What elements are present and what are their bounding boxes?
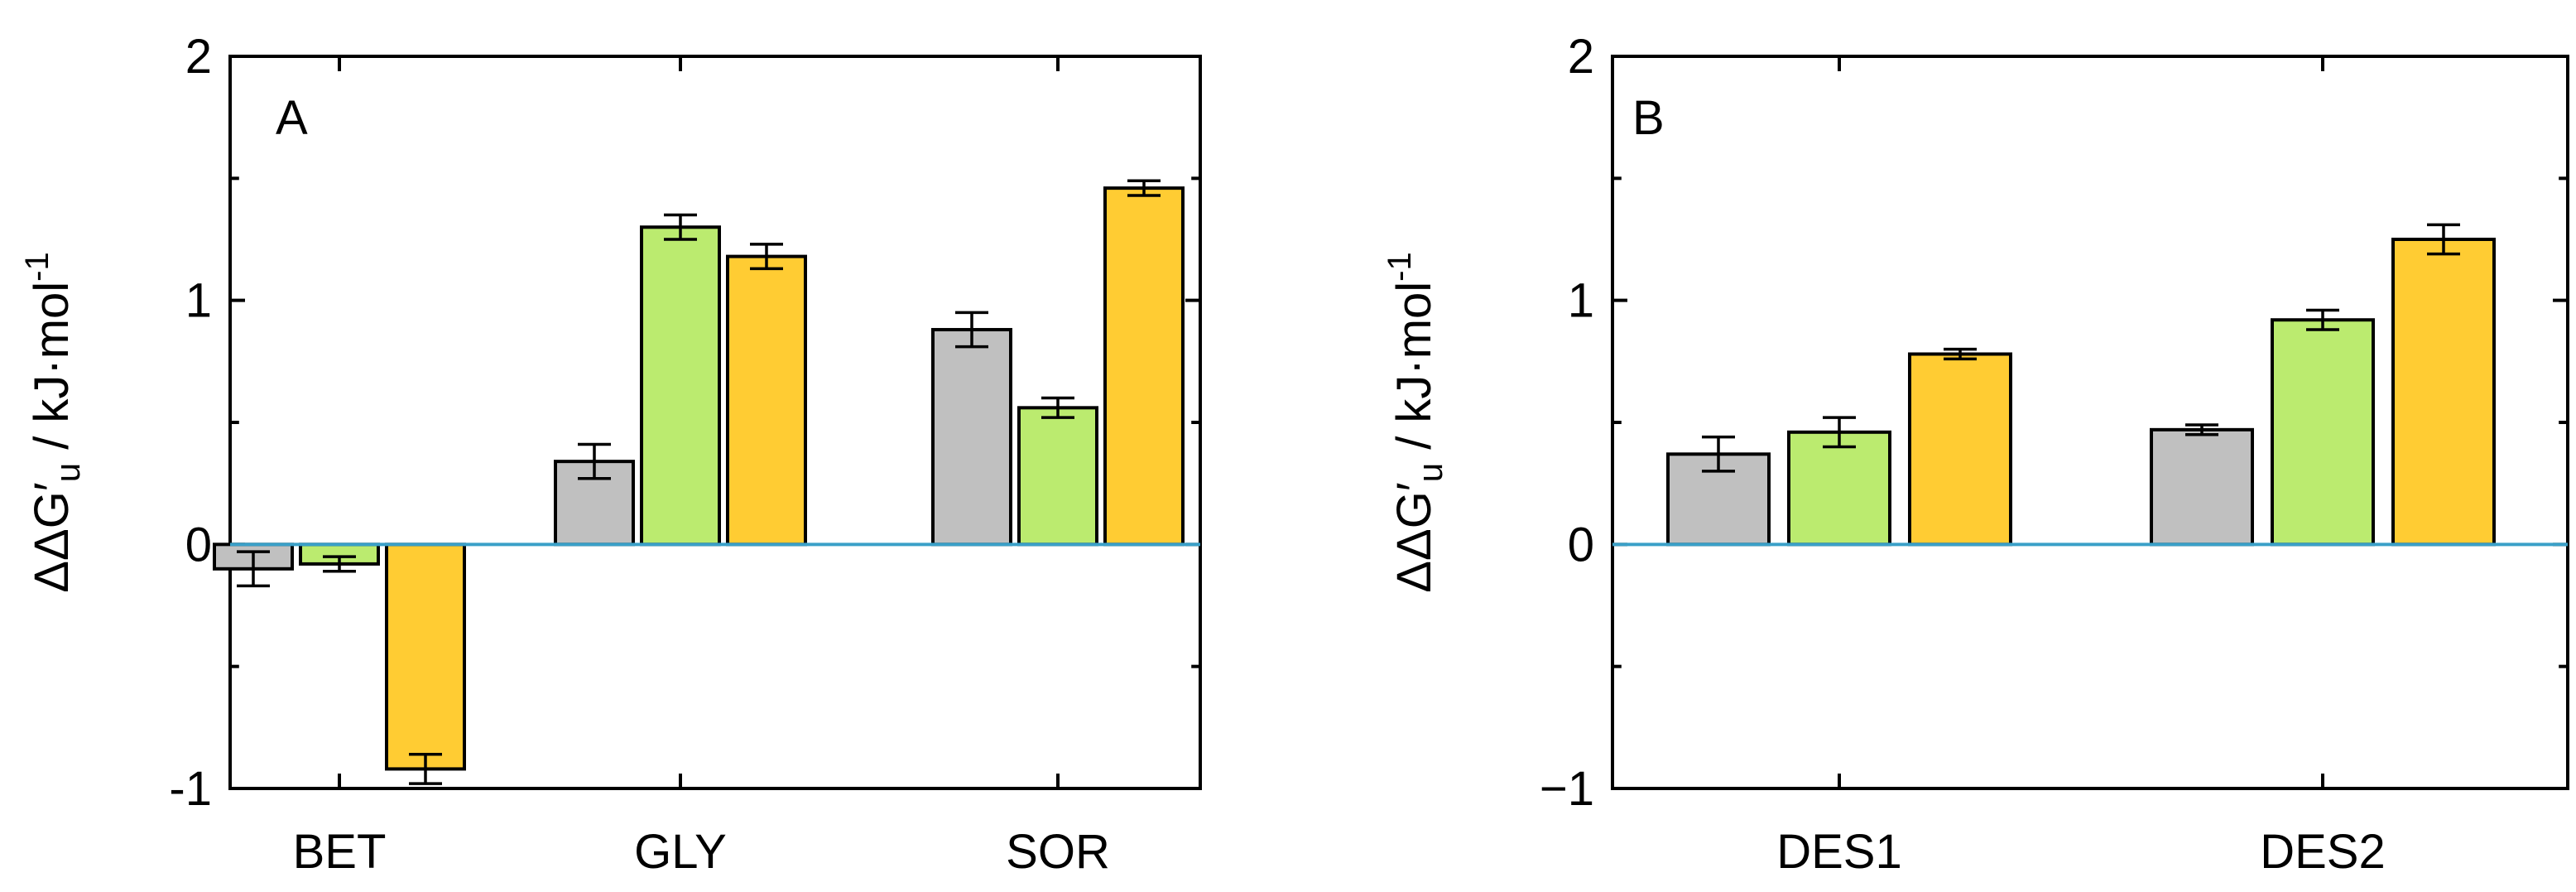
panel-a-y-axis-label: ΔΔG′u / kJ·mol-1 [19,252,87,593]
panel-b-errorbar-series-1-des1 [1702,435,1735,473]
panel-a-ytick-label: 1 [185,274,212,328]
panel-b-y-axis-label: ΔΔG′u / kJ·mol-1 [1382,252,1449,593]
panel-a-errorbar-series-3-sor [1127,179,1161,197]
panel-a-category-label: BET [293,825,387,879]
panel-b-category-label: DES1 [1776,825,1902,879]
panel-a-bar-series-2-gly [640,225,721,547]
panel-b-label: B [1632,91,1665,145]
panel-a-bar-series-3-gly [726,254,807,547]
panel-a-label: A [276,91,308,145]
panel-a-ytick-label: 2 [185,30,212,84]
panel-a-errorbar-series-1-sor [955,311,988,349]
panel-b-bar-series-3-des1 [1908,352,2012,547]
panel-b-bar-series-3-des2 [2391,238,2496,547]
panel-b-errorbar-series-3-des2 [2427,223,2460,256]
panel-a-category-label: GLY [634,825,727,879]
panel-b-category-label: DES2 [2260,825,2386,879]
panel-a-bar-series-3-sor [1103,186,1185,547]
panel-a-ytick-label: 0 [185,518,212,571]
panel-b-bar-series-1-des2 [2150,427,2254,547]
panel-b-ytick-label: 2 [1568,30,1594,84]
panel-a-errorbar-series-2-sor [1041,396,1074,419]
panel-b-ytick-label: 0 [1568,518,1594,571]
panel-a-chart: ΔΔG′u / kJ·mol-1 A -1 0 1 2 BET GLY SOR [19,30,1202,879]
panel-b-ytick-label: −1 [1540,762,1594,816]
panel-b-errorbar-series-3-des1 [1944,347,1977,361]
panel-a-errorbar-series-1-gly [578,442,611,480]
panel-a-errorbar-series-3-gly [750,243,783,271]
panel-a-errorbar-series-2-bet [323,555,356,573]
panel-a-bar-series-1-sor [931,328,1012,547]
panel-a-bar-series-3-bet [385,542,466,771]
panel-b-ytick-label: 1 [1568,274,1594,328]
panel-a-ytick-label: -1 [169,762,212,816]
panel-a-category-label: SOR [1006,825,1110,879]
panel-a-bar-series-2-sor [1017,406,1098,547]
panel-a-errorbar-series-1-bet [237,550,270,588]
panel-a-errorbar-series-2-gly [664,213,697,241]
panel-b-errorbar-series-2-des1 [1823,416,1856,449]
panel-b-chart: ΔΔG′u / kJ·mol-1 B −1 0 1 2 DES1 DES2 [1382,30,2569,879]
panel-b-errorbar-series-1-des2 [2185,423,2218,436]
panel-a-errorbar-series-3-bet [409,752,442,785]
panel-b-bar-series-2-des1 [1787,430,1891,547]
panel-b-errorbar-series-2-des2 [2306,308,2339,331]
panel-b-bar-series-2-des2 [2271,318,2375,547]
